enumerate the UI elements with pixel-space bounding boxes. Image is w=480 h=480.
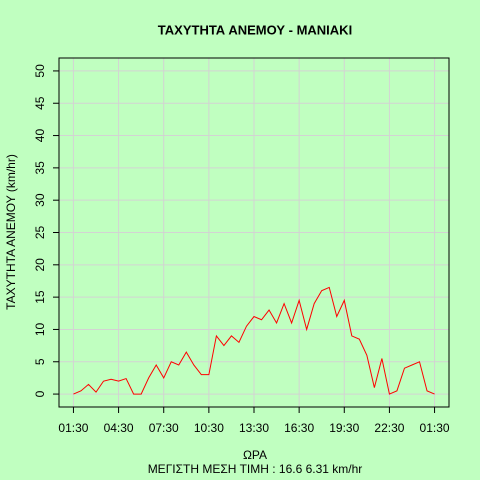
x-tick-label: 10:30: [194, 421, 224, 435]
data-line: [73, 286, 435, 395]
y-tick-label: 25: [33, 226, 47, 240]
chart-title: ΤΑΧΥΤΗΤΑ ΑΝΕΜΟΥ - ΜΑΝΙΑΚΙ: [158, 22, 352, 37]
x-tick-label: 19:30: [329, 421, 359, 435]
y-tick-label: 40: [33, 129, 47, 143]
x-tick-label: 04:30: [104, 421, 134, 435]
y-tick-label: 5: [33, 358, 47, 365]
y-tick-label: 35: [33, 161, 47, 175]
y-axis-label: ΤΑΧΥΤΗΤΑ ΑΝΕΜΟΥ (km/hr): [4, 154, 18, 310]
x-tick-label: 22:30: [374, 421, 404, 435]
x-tick-label: 07:30: [149, 421, 179, 435]
x-tick-label: 01:30: [58, 421, 88, 435]
y-tick-label: 50: [33, 64, 47, 78]
x-axis-label: ΩΡΑ: [243, 448, 267, 462]
x-tick-label: 01:30: [420, 421, 450, 435]
y-tick-label: 10: [33, 322, 47, 336]
y-tick-label: 20: [33, 258, 47, 272]
subtitle: ΜΕΓΙΣΤΗ ΜΕΣΗ ΤΙΜΗ : 16.6 6.31 km/hr: [148, 462, 363, 476]
x-tick-label: 16:30: [284, 421, 314, 435]
y-tick-label: 45: [33, 96, 47, 110]
x-tick-label: 13:30: [239, 421, 269, 435]
y-tick-label: 30: [33, 193, 47, 207]
y-tick-label: 0: [33, 390, 47, 397]
y-tick-label: 15: [33, 290, 47, 304]
plot-frame: [58, 57, 450, 408]
